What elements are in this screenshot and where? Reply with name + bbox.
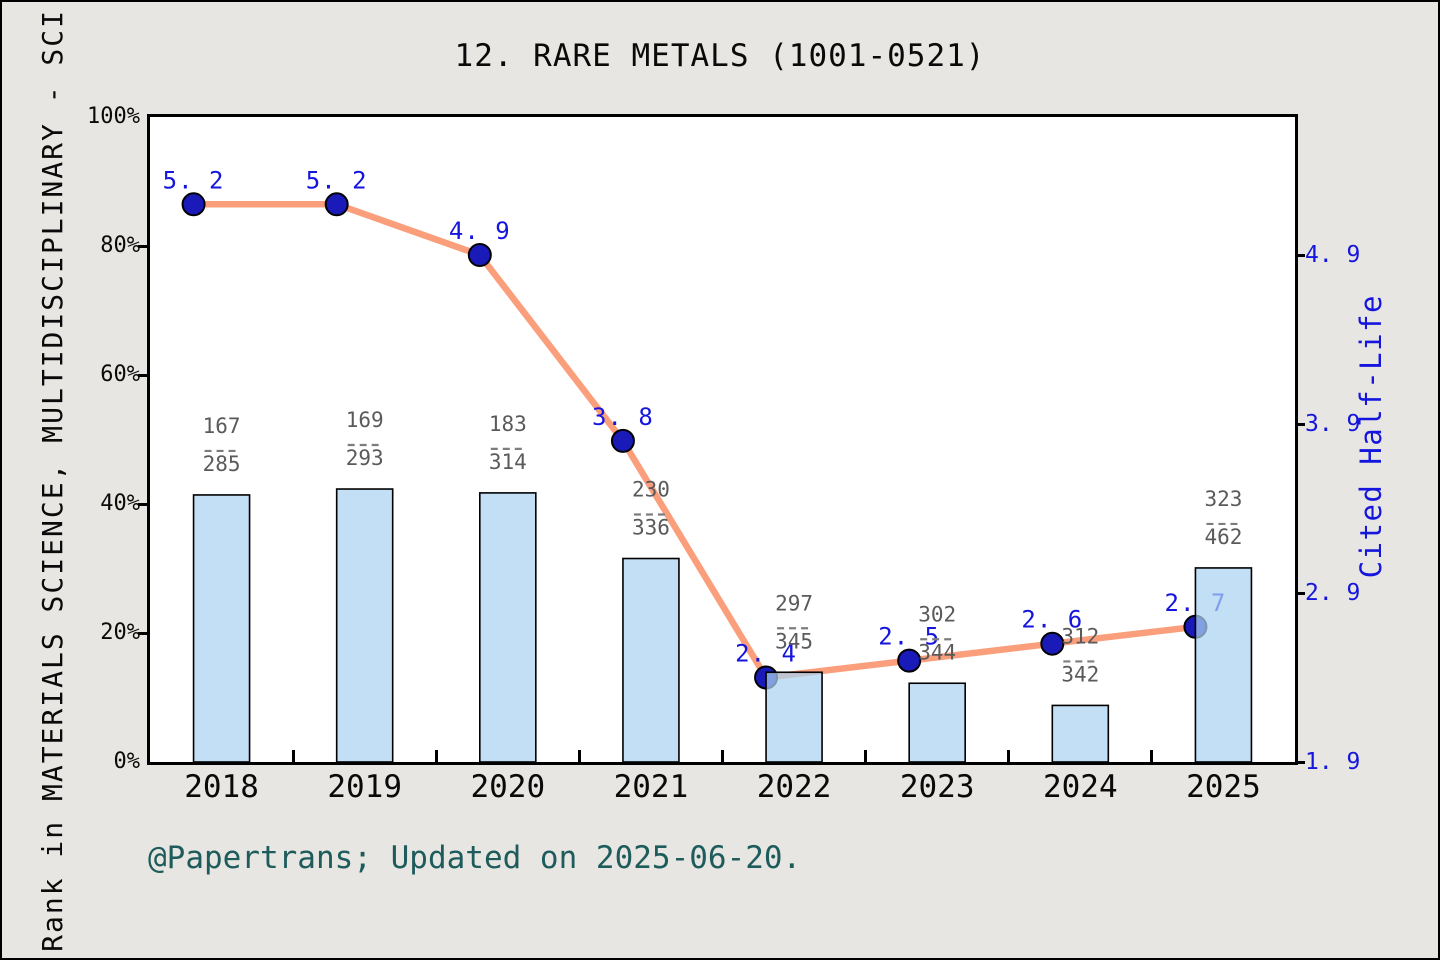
line-point-2019 (324, 192, 349, 217)
plot-area: 5. 25. 24. 93. 82. 42. 52. 62. 716728516… (147, 114, 1298, 765)
right-tick-label-4.9: 4. 9 (1305, 242, 1361, 268)
bar-2020 (479, 492, 537, 762)
right-tick-label-3.9: 3. 9 (1305, 411, 1361, 437)
x-tick-label-2019: 2019 (327, 769, 403, 805)
bar-2024 (1051, 704, 1110, 762)
fraction-denominator-2024: 342 (1061, 662, 1099, 686)
fraction-denominator-2018: 285 (203, 452, 241, 476)
x-tick-label-2020: 2020 (470, 769, 546, 805)
line-point-2020 (467, 243, 492, 267)
left-tick-label-80: 80% (100, 233, 140, 258)
left-tick-mark-60 (138, 373, 147, 377)
fraction-denominator-2021: 336 (632, 516, 670, 540)
right-tick-label-1.9: 1. 9 (1305, 749, 1361, 775)
line-point-2021 (610, 428, 635, 453)
fraction-numerator-2019: 169 (346, 408, 384, 432)
left-tick-label-40: 40% (100, 491, 140, 516)
point-label-2023: 2. 5 (878, 623, 940, 651)
fraction-numerator-2022: 297 (775, 591, 813, 615)
x-minor-tick-1 (291, 750, 295, 762)
right-tick-label-2.9: 2. 9 (1305, 580, 1361, 606)
left-tick-mark-40 (138, 502, 147, 506)
right-tick-mark-1.9 (1296, 760, 1305, 764)
x-minor-tick-7 (1150, 750, 1154, 762)
fraction-numerator-2021: 230 (632, 478, 670, 502)
x-tick-label-2018: 2018 (184, 769, 259, 805)
point-label-2019: 5. 2 (306, 166, 368, 194)
annotation-text: @Papertrans; Updated on 2025-06-20. (148, 840, 802, 876)
left-tick-mark-20 (138, 631, 147, 635)
x-tick-label-2021: 2021 (613, 769, 689, 805)
right-tick-mark-4.9 (1296, 253, 1305, 257)
fraction-numerator-2018: 167 (203, 414, 241, 438)
fraction-denominator-2022: 345 (775, 629, 813, 653)
bar-2021 (622, 557, 680, 762)
bar-2023 (908, 682, 966, 762)
line-point-2024 (1040, 631, 1065, 656)
point-label-2020: 4. 9 (449, 217, 511, 245)
fraction-numerator-2020: 183 (489, 412, 527, 436)
bar-2022 (765, 671, 823, 762)
bar-2025 (1194, 567, 1253, 762)
x-tick-label-2023: 2023 (899, 769, 975, 805)
x-minor-tick-5 (864, 750, 868, 762)
fraction-denominator-2025: 462 (1204, 525, 1242, 549)
fraction-denominator-2019: 293 (346, 446, 384, 470)
bar-2019 (335, 488, 394, 762)
fraction-numerator-2023: 302 (918, 602, 956, 626)
plot-canvas: 5. 25. 24. 93. 82. 42. 52. 62. 716728516… (163, 166, 1253, 762)
left-tick-mark-80 (138, 244, 147, 248)
left-tick-label-100: 100% (87, 104, 140, 129)
left-tick-label-0: 0% (113, 749, 141, 774)
left-axis-title: Rank in MATERIALS SCIENCE, MULTIDISCIPLI… (36, 9, 69, 952)
x-minor-tick-2 (434, 750, 438, 762)
x-minor-tick-4 (721, 750, 724, 762)
x-tick-label-2022: 2022 (756, 769, 832, 805)
point-label-2021: 3. 8 (592, 403, 654, 431)
fraction-numerator-2024: 312 (1061, 624, 1099, 648)
left-tick-label-60: 60% (100, 362, 140, 387)
bar-2018 (192, 494, 251, 762)
line-point-2018 (181, 192, 206, 217)
right-tick-mark-3.9 (1296, 422, 1305, 426)
line-point-2023 (897, 648, 922, 673)
left-tick-label-20: 20% (100, 620, 140, 645)
x-tick-label-2024: 2024 (1042, 769, 1118, 805)
right-tick-mark-2.9 (1296, 591, 1305, 595)
fraction-denominator-2023: 344 (918, 640, 956, 664)
fraction-numerator-2025: 323 (1204, 487, 1242, 511)
point-label-2022: 2. 4 (735, 640, 797, 668)
x-tick-label-2025: 2025 (1186, 769, 1261, 805)
x-minor-tick-3 (577, 750, 581, 762)
point-label-2018: 5. 2 (163, 166, 225, 194)
chart-title: 12. RARE METALS (1001-0521) (454, 38, 986, 74)
half-life-line (193, 201, 1196, 681)
fraction-denominator-2020: 314 (489, 450, 527, 474)
point-label-2024: 2. 6 (1021, 606, 1083, 634)
x-minor-tick-6 (1007, 750, 1011, 762)
